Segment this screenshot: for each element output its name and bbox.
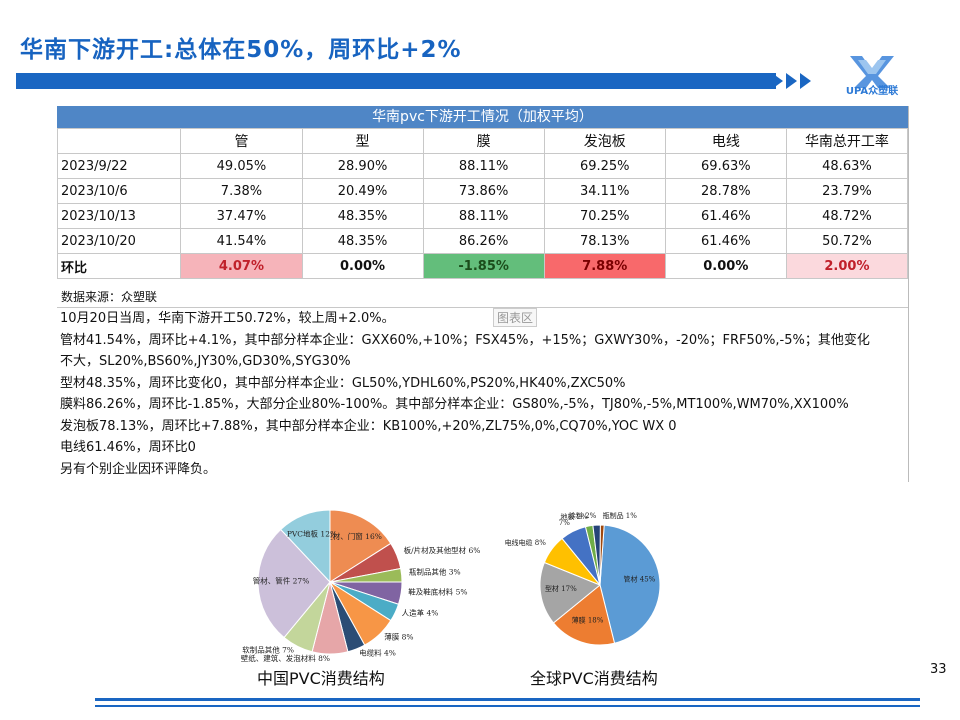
table-title: 华南pvc下游开工情况（加权平均）: [57, 106, 908, 128]
pie-data-label: 电线电缆 8%: [505, 538, 547, 547]
chart-area-watermark: 图表区: [493, 308, 538, 327]
pie-data-label: 地板 2%: [561, 512, 589, 521]
note-line: 10月20日当周，华南下游开工50.72%，较上周+2.0%。: [60, 311, 395, 326]
page-number: 33: [930, 662, 947, 677]
footer-rule-thin: [95, 705, 920, 707]
table-cell: 61.46%: [664, 228, 787, 254]
table-cell: 48.72%: [785, 203, 909, 229]
change-cell: 4.07%: [180, 253, 303, 279]
pie-data-label: 薄膜 8%: [384, 632, 413, 642]
pie-data-label: 薄膜 18%: [572, 616, 604, 625]
pie-data-label: 管材、管件 27%: [253, 576, 310, 586]
pie-data-label: 管材 45%: [624, 575, 656, 584]
note-line: 发泡板78.13%，周环比+7.88%，其中部分样本企业：KB100%,+20%…: [60, 418, 677, 434]
table-cell: 23.79%: [785, 178, 909, 204]
note-line: 电线61.46%，周环比0: [60, 440, 196, 455]
note-line: 另有个别企业因环评降负。: [60, 461, 217, 477]
pie-data-label: 板/片材及其他型材 6%: [404, 545, 481, 555]
pie-data-label: 壁纸、建筑、发泡材料 8%: [241, 653, 330, 663]
row-date: 2023/10/20: [56, 228, 182, 254]
pie-data-label: 型材 17%: [545, 584, 577, 593]
table-cell: 28.90%: [301, 153, 424, 179]
change-row: 环比 4.07% 0.00% -1.85% 7.88% 0.00% 2.00%: [56, 253, 909, 279]
pie-slice: [599, 524, 661, 644]
pie-slice: [329, 509, 392, 583]
column-header: 华南总开工率: [785, 128, 909, 154]
table-header-row: 管 型 膜 发泡板 电线 华南总开工率: [56, 128, 909, 154]
pie-data-label: 瓶制品 1%: [603, 511, 638, 520]
column-header: 型: [301, 128, 424, 154]
table-row: 2023/10/20 41.54% 48.35% 86.26% 78.13% 6…: [56, 228, 909, 254]
table-row: 2023/10/6 7.38% 20.49% 73.86% 34.11% 28.…: [56, 178, 909, 204]
page-title: 华南下游开工:总体在50%，周环比+2%: [20, 37, 462, 63]
table-cell: 28.78%: [664, 178, 787, 204]
change-row-label: 环比: [56, 253, 182, 279]
table-cell: 69.25%: [543, 153, 666, 179]
pie-data-label: 软制品其他 7%: [242, 645, 294, 655]
table-cell: 34.11%: [543, 178, 666, 204]
data-source: 数据来源：众塑联: [61, 290, 158, 304]
pie-slice: [280, 509, 331, 584]
operating-rate-table: 管 型 膜 发泡板 电线 华南总开工率 2023/9/22 49.05% 28.…: [56, 128, 909, 279]
change-cell: 0.00%: [301, 253, 424, 279]
pie-data-label: 人造革 4%: [402, 608, 439, 618]
table-corner-cell: [56, 128, 182, 154]
title-underline-bar: [16, 73, 776, 89]
change-cell: -1.85%: [422, 253, 545, 279]
pie-data-label: PVC地板 12%: [287, 528, 337, 538]
china-pie-caption: 中国PVC消费结构: [257, 669, 385, 688]
column-header: 发泡板: [543, 128, 666, 154]
pie-data-label: 瓶制品其他 3%: [409, 567, 461, 577]
upa-logo-icon: [850, 56, 894, 88]
pie-slice: [257, 528, 331, 639]
chevron-right-icon: [786, 73, 797, 89]
pie-data-label: 鞋及鞋底材料 5%: [408, 586, 467, 596]
pie-data-label: 型材、门窗 16%: [325, 531, 382, 541]
table-panel: 华南pvc下游开工情况（加权平均） 管 型 膜 发泡板 电线 华南总开工率 20…: [56, 106, 909, 482]
pie-data-label: 电缆料 4%: [359, 648, 396, 658]
chevron-right-icon: [772, 73, 783, 89]
pie-data-label: 涂料 2%: [569, 511, 597, 520]
logo-text: UPA众塑联: [845, 86, 899, 97]
change-cell: 0.00%: [664, 253, 787, 279]
pie-data-label: 7%: [559, 519, 570, 527]
note-line: 型材48.35%，周环比变化0，其中部分样本企业：GL50%,YDHL60%,P…: [60, 375, 626, 391]
global-pie-caption: 全球PVC消费结构: [530, 669, 658, 688]
table-cell: 86.26%: [422, 228, 545, 254]
notes-block: 10月20日当周，华南下游开工50.72%，较上周+2.0%。 管材41.54%…: [57, 307, 908, 480]
row-date: 2023/9/22: [56, 153, 182, 179]
table-cell: 69.63%: [664, 153, 787, 179]
row-date: 2023/10/13: [56, 203, 182, 229]
change-cell: 2.00%: [785, 253, 909, 279]
table-cell: 61.46%: [664, 203, 787, 229]
note-line: 管材41.54%，周环比+4.1%，其中部分样本企业：GXX60%,+10%；F…: [60, 332, 870, 348]
table-cell: 49.05%: [180, 153, 303, 179]
table-cell: 48.63%: [785, 153, 909, 179]
table-row: 2023/9/22 49.05% 28.90% 88.11% 69.25% 69…: [56, 153, 909, 179]
column-header: 电线: [664, 128, 787, 154]
chevron-right-icon: [800, 73, 811, 89]
note-line: 不大，SL20%,BS60%,JY30%,GD30%,SYG30%: [60, 354, 351, 369]
footer-rule: [95, 698, 920, 701]
pie-slice: [599, 524, 605, 586]
pie-slice: [552, 584, 616, 646]
note-line: 膜料86.26%，周环比-1.85%，大部分企业80%-100%。其中部分样本企…: [60, 397, 849, 412]
pie-slice: [539, 561, 601, 624]
column-header: 膜: [422, 128, 545, 154]
row-date: 2023/10/6: [56, 178, 182, 204]
table-cell: 70.25%: [543, 203, 666, 229]
